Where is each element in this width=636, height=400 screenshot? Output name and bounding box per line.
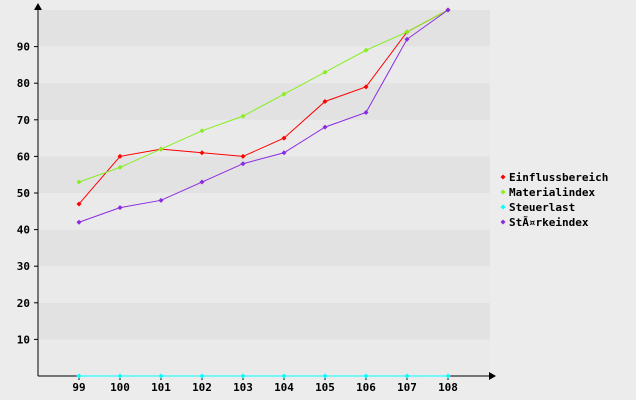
plot-background-bands [39,10,490,376]
x-axis-ticks: 99 100 101 102 103 104 105 106 107 108 [72,376,458,394]
data-point [322,69,328,75]
x-tick-label: 102 [192,381,212,394]
data-point [445,7,451,13]
data-point [76,179,82,185]
data-point [76,373,82,379]
series-steuerlast [76,373,451,379]
legend-label: StÃ¤rkeindex [509,216,589,229]
legend: Einflussbereich Materialindex Steuerlast St… [500,171,608,229]
legend-label: Materialindex [509,186,595,199]
legend-marker [500,189,506,195]
plot-band [39,266,490,303]
legend-label: Steuerlast [509,201,575,214]
data-point [281,150,287,156]
x-tick-label: 106 [356,381,376,394]
legend-marker [500,204,506,210]
data-point [158,197,164,203]
x-tick-label: 103 [233,381,253,394]
x-tick-label: 99 [72,381,85,394]
plot-band [39,156,490,193]
data-point [363,84,369,90]
plot-band [39,193,490,230]
x-tick-label: 108 [438,381,458,394]
series-line [78,9,449,223]
data-point [240,161,246,167]
data-point [363,373,369,379]
y-tick-label: 90 [17,41,30,54]
data-point [404,36,410,42]
y-tick-label: 60 [17,150,30,163]
data-point [404,373,410,379]
y-tick-label: 40 [17,224,30,237]
plot-band [39,83,490,120]
y-tick-label: 20 [17,297,30,310]
data-point [158,373,164,379]
data-point [240,373,246,379]
x-tick-label: 100 [110,381,130,394]
data-point [117,164,123,170]
data-point [322,373,328,379]
y-axis-ticks: 10 20 30 40 50 60 70 80 90 [17,41,38,346]
data-point [240,153,246,159]
y-tick-label: 30 [17,260,30,273]
series-line [78,9,449,183]
data-point [199,128,205,134]
plot-band [39,119,490,157]
data-point [117,153,123,159]
plot-band [39,46,490,84]
legend-label: Einflussbereich [509,171,608,184]
data-point [363,47,369,53]
plot-band [39,229,490,267]
y-tick-label: 70 [17,114,30,127]
data-point [199,373,205,379]
y-tick-label: 80 [17,77,30,90]
x-tick-label: 104 [274,381,294,394]
data-point [281,91,287,97]
data-point [281,135,287,141]
data-point [322,124,328,130]
series-line [78,9,449,205]
data-point [322,99,328,104]
y-tick-label: 10 [17,333,30,346]
data-point [404,29,410,35]
data-point [199,179,205,185]
data-point [445,373,451,379]
data-point [76,201,82,207]
y-axis-arrow [34,3,42,10]
plot-band [39,339,490,376]
x-tick-label: 107 [397,381,417,394]
series-layer [76,7,451,379]
x-tick-label: 105 [315,381,335,394]
data-point [240,113,246,119]
data-point [158,146,164,152]
x-tick-label: 101 [151,381,171,394]
data-point [199,150,205,156]
data-point [363,109,369,115]
y-tick-label: 50 [17,187,30,200]
plot-band [39,302,490,340]
series-stärkeindex [76,7,451,225]
legend-marker [500,219,506,225]
data-point [117,205,123,211]
data-point [117,373,123,379]
data-point [281,373,287,379]
legend-marker [500,174,506,180]
data-point [76,219,82,225]
x-axis-arrow [489,372,496,380]
